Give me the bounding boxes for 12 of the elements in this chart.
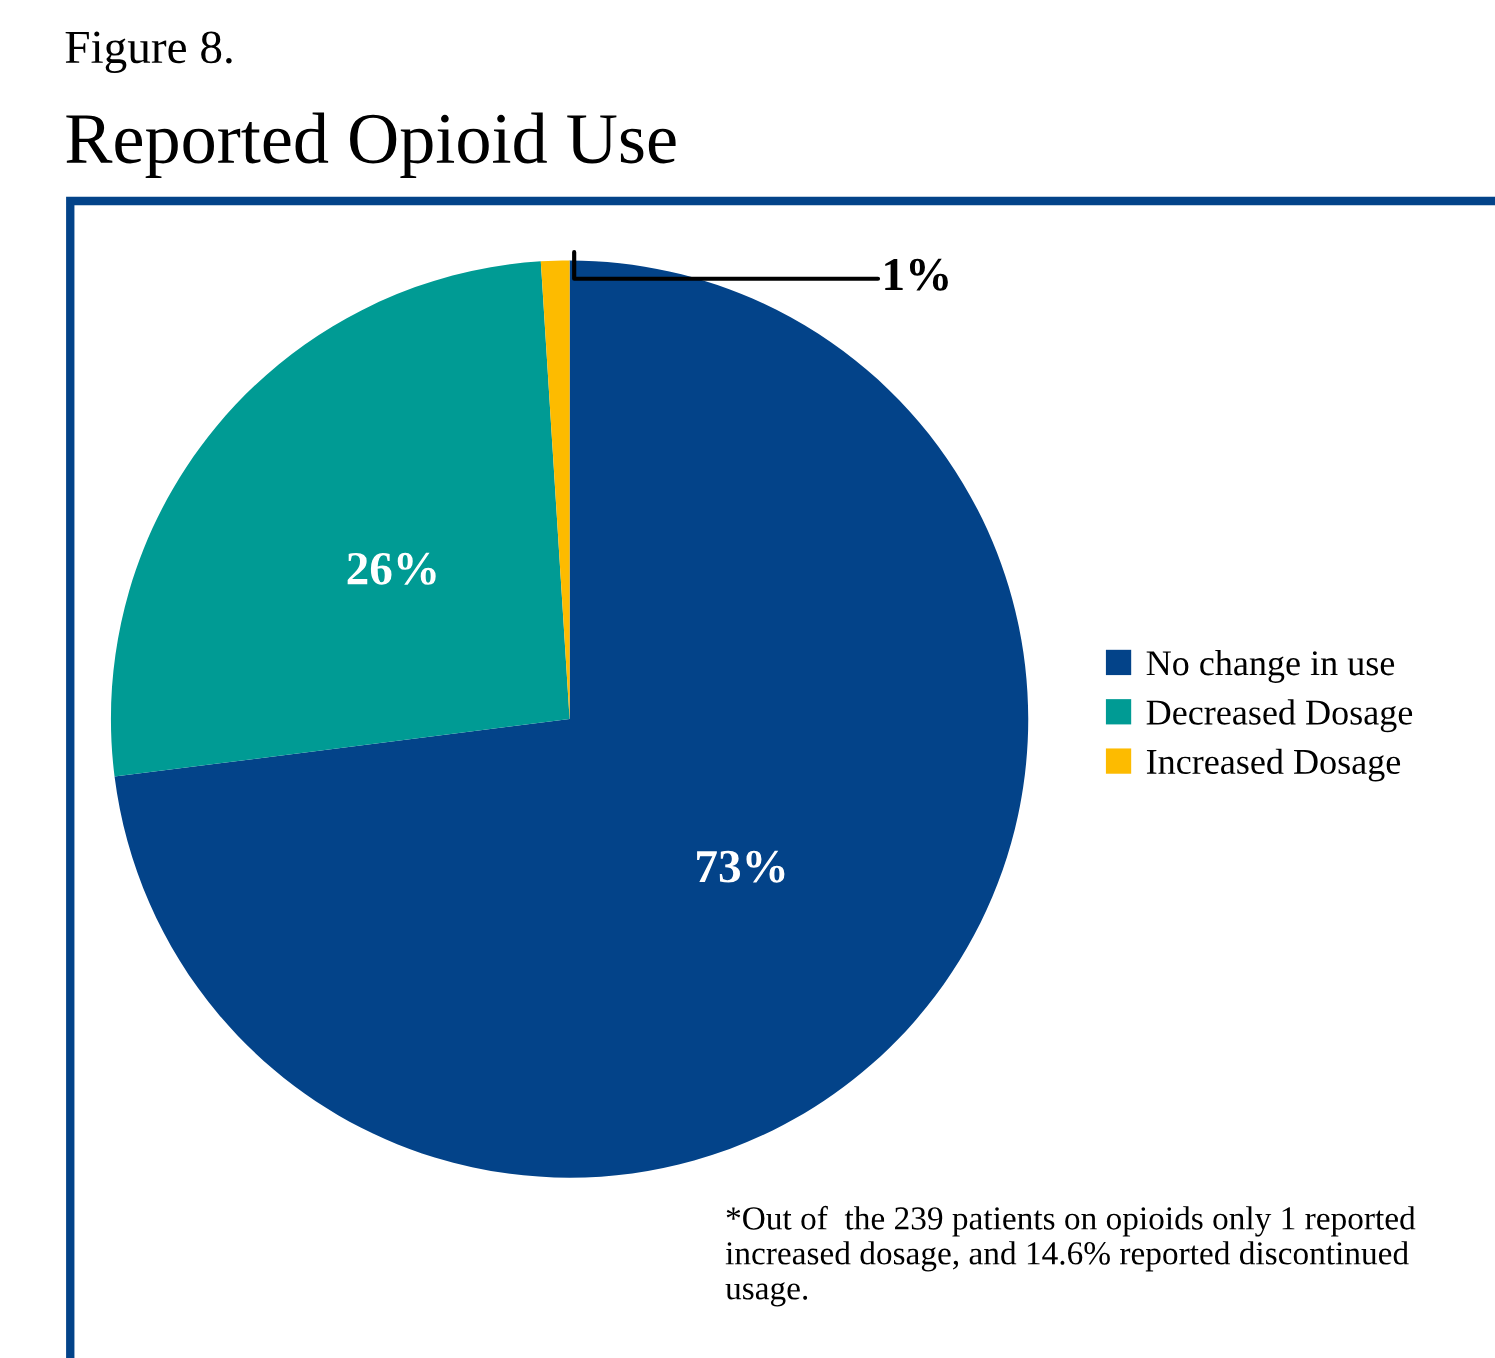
- legend-label: No change in use: [1146, 650, 1395, 683]
- legend-label: Increased Dosage: [1146, 748, 1401, 782]
- pie-slice: [110, 261, 570, 777]
- legend-label: Decreased Dosage: [1146, 699, 1413, 733]
- caption: Figure 8.: [65, 31, 232, 74]
- pie-slice: [540, 260, 570, 720]
- pie-slice: [114, 260, 1029, 1178]
- chart-title: Reported Opioid Use: [66, 112, 676, 179]
- data-label: 1%: [885, 258, 948, 291]
- data-label: 73%: [697, 850, 785, 883]
- data-label: 26%: [347, 552, 436, 585]
- text: *Out of the 239 patients on opioids only 1 reported increased dosage, and 14.6% reported discontinued usage.: [725, 1205, 1416, 1307]
